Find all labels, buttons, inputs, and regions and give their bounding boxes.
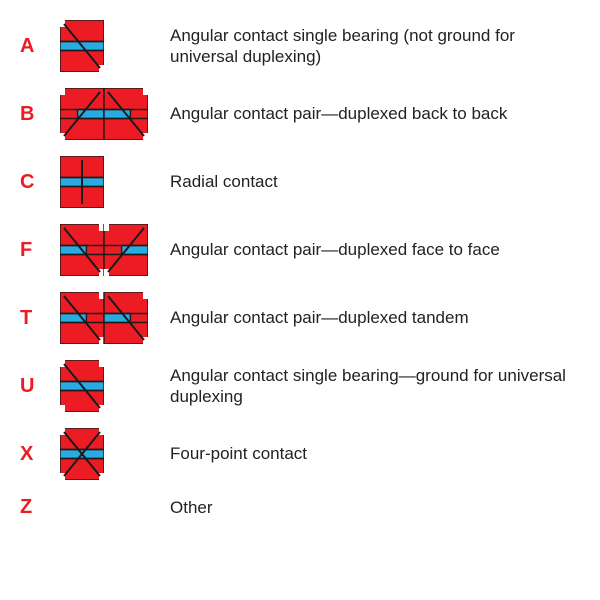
type-description: Four-point contact bbox=[170, 443, 570, 464]
legend-row-T: T Angular contact pair—duplexed tandem bbox=[20, 292, 570, 344]
type-letter: B bbox=[20, 103, 60, 126]
type-letter: X bbox=[20, 443, 60, 466]
type-letter: A bbox=[20, 35, 60, 58]
legend-row-X: X Four-point contact bbox=[20, 428, 570, 480]
type-description: Other bbox=[170, 497, 570, 518]
type-letter: C bbox=[20, 171, 60, 194]
type-description: Angular contact single bearing—ground fo… bbox=[170, 365, 570, 408]
type-letter: T bbox=[20, 307, 60, 330]
legend-row-A: A Angular contact single bearing (not gro… bbox=[20, 20, 570, 72]
bearing-icon-pair_face_to_face bbox=[60, 224, 170, 276]
bearing-icon-pair_back_to_back bbox=[60, 88, 170, 140]
bearing-icon-single_fourpoint bbox=[60, 428, 170, 480]
type-letter: F bbox=[20, 239, 60, 262]
type-description: Angular contact pair—duplexed face to fa… bbox=[170, 239, 570, 260]
legend-row-Z: Z Other bbox=[20, 496, 570, 519]
bearing-icon-single_radial bbox=[60, 156, 170, 208]
bearing-icon-single_angular bbox=[60, 20, 170, 72]
type-description: Angular contact single bearing (not grou… bbox=[170, 25, 570, 68]
legend-row-F: F Angular contact pair—duplexed face to f… bbox=[20, 224, 570, 276]
legend-row-C: C Radial contact bbox=[20, 156, 570, 208]
type-description: Angular contact pair—duplexed back to ba… bbox=[170, 103, 570, 124]
bearing-type-legend: A Angular contact single bearing (not gro… bbox=[20, 20, 570, 519]
type-letter: U bbox=[20, 375, 60, 398]
legend-row-B: B Angular contact pair—duplexed back to b… bbox=[20, 88, 570, 140]
type-description: Radial contact bbox=[170, 171, 570, 192]
bearing-icon-single_universal bbox=[60, 360, 170, 412]
bearing-icon-pair_tandem bbox=[60, 292, 170, 344]
type-description: Angular contact pair—duplexed tandem bbox=[170, 307, 570, 328]
legend-row-U: U Angular contact single bearing—ground f… bbox=[20, 360, 570, 412]
type-letter: Z bbox=[20, 496, 60, 519]
